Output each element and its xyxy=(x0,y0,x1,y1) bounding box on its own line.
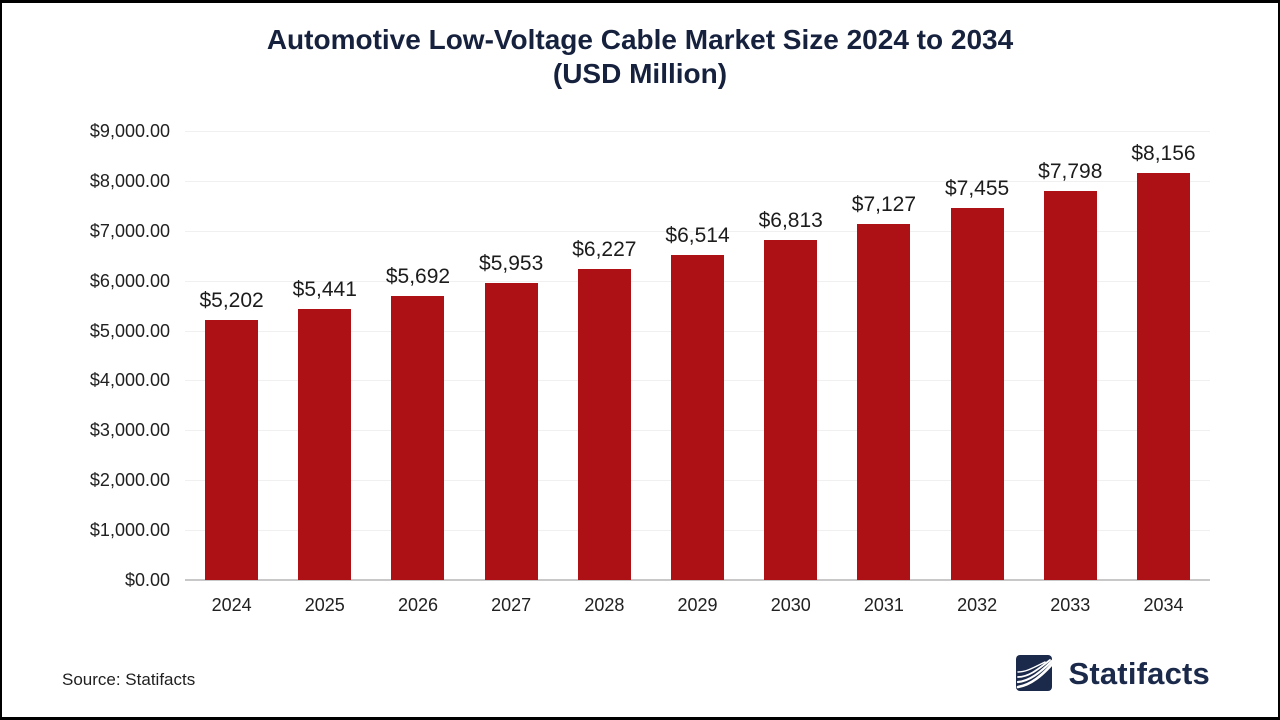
chart-title-line1: Automotive Low-Voltage Cable Market Size… xyxy=(266,24,1014,55)
bar-2026 xyxy=(391,296,445,580)
chart-title-line2: (USD Million) xyxy=(552,58,728,89)
chart-title: Automotive Low-Voltage Cable Market Size… xyxy=(2,23,1278,91)
bar-value-label: $5,441 xyxy=(292,277,357,301)
bars-row: $5,202 $5,441 $5,692 $5,953 $6,227 $6,514 $6,8… xyxy=(185,131,1210,580)
y-tick-label: $4,000.00 xyxy=(89,370,170,391)
bar-value-label: $7,127 xyxy=(851,193,917,217)
x-tick-label-2030: 2030 xyxy=(770,595,811,615)
bar-value-label: $5,202 xyxy=(199,289,264,313)
bar-cell-2034: $8,156 xyxy=(1117,142,1210,580)
bar-value-label: $6,813 xyxy=(758,209,823,233)
y-axis-labels: $0.00 $1,000.00 $2,000.00 $3,000.00 $4,000.0… xyxy=(2,121,170,590)
bar-value-label: $5,953 xyxy=(479,252,544,276)
x-axis-line xyxy=(185,579,1210,581)
bar-value-label: $6,227 xyxy=(572,238,637,262)
source-note: Source: Statifacts xyxy=(62,670,196,689)
bar-value-label: $7,455 xyxy=(944,177,1010,201)
y-tick-label: $7,000.00 xyxy=(89,220,170,241)
bar-2028 xyxy=(577,269,631,580)
bar-cell-2032: $7,455 xyxy=(931,177,1024,580)
x-tick-label-2025: 2025 xyxy=(304,595,345,615)
bar-cell-2033: $7,798 xyxy=(1024,160,1117,580)
x-tick-label-2026: 2026 xyxy=(397,595,438,615)
y-tick-label: $6,000.00 xyxy=(89,270,170,291)
x-tick-label-2029: 2029 xyxy=(677,595,718,615)
x-tick-label-2031: 2031 xyxy=(863,595,904,615)
x-tick-label-2034: 2034 xyxy=(1143,595,1184,615)
y-tick-label: $2,000.00 xyxy=(89,470,170,491)
bar-cell-2028: $6,227 xyxy=(558,238,651,580)
x-axis-labels: 2024 2025 2026 2027 2028 2029 2030 2031 2032 2033… xyxy=(185,595,1210,616)
bar-value-label: $6,514 xyxy=(665,224,730,248)
bar-2032 xyxy=(950,208,1004,580)
y-tick-label: $5,000.00 xyxy=(89,320,170,341)
bar-cell-2024: $5,202 xyxy=(185,289,278,580)
bar-cell-2025: $5,441 xyxy=(278,278,371,580)
bar-value-label: $7,798 xyxy=(1038,159,1103,183)
y-tick-label: $1,000.00 xyxy=(89,520,170,541)
y-tick-label: $0.00 xyxy=(124,570,170,590)
brand-name: Statifacts xyxy=(1068,655,1210,691)
x-tick-label-2024: 2024 xyxy=(211,595,252,615)
bar-2030 xyxy=(764,240,818,580)
y-tick-label: $9,000.00 xyxy=(89,121,170,141)
y-tick-label: $3,000.00 xyxy=(89,420,170,441)
gridline xyxy=(185,131,1210,132)
plot-area: $5,202 $5,441 $5,692 $5,953 $6,227 $6,514 $6,8… xyxy=(185,131,1210,581)
x-tick-label-2028: 2028 xyxy=(584,595,625,615)
waves-logo-icon xyxy=(1016,651,1061,696)
gridline xyxy=(185,180,1210,182)
bar-2024 xyxy=(205,320,259,580)
bar-cell-2030: $6,813 xyxy=(744,209,837,580)
bar-cell-2027: $5,953 xyxy=(465,252,558,580)
bar-value-label: $8,156 xyxy=(1131,142,1196,166)
bar-cell-2029: $6,514 xyxy=(651,224,744,580)
bar-2025 xyxy=(298,308,352,580)
brand-lockup: Statifacts xyxy=(1016,651,1210,696)
bar-2031 xyxy=(857,224,911,580)
bar-cell-2031: $7,127 xyxy=(837,193,930,580)
y-tick-label: $8,000.00 xyxy=(89,170,170,191)
bar-2027 xyxy=(484,283,538,580)
x-tick-label-2032: 2032 xyxy=(957,595,998,615)
gridline xyxy=(185,230,1210,232)
x-tick-label-2027: 2027 xyxy=(491,595,532,615)
bar-2033 xyxy=(1043,190,1097,580)
bar-value-label: $5,692 xyxy=(385,265,451,289)
bar-2034 xyxy=(1136,173,1190,580)
bar-2029 xyxy=(671,255,725,580)
bar-cell-2026: $5,692 xyxy=(371,265,464,580)
x-tick-label-2033: 2033 xyxy=(1050,595,1091,615)
